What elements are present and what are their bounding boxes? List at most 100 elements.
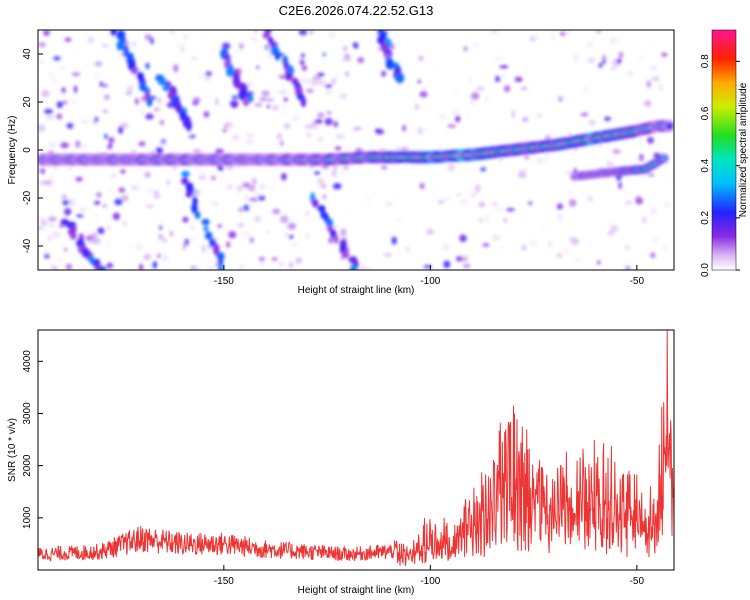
- heatmap-noise-blob: [166, 179, 170, 187]
- heatmap-noise-blob: [270, 73, 275, 80]
- heatmap-noise-blob: [369, 168, 376, 172]
- colorbar-tick-label: 0.8: [700, 54, 711, 68]
- heatmap-noise-blob: [58, 224, 65, 228]
- heatmap-noise-blob: [94, 117, 99, 122]
- heatmap-noise-blob: [96, 192, 102, 198]
- heatmap-noise-blob: [394, 217, 404, 222]
- heatmap-noise-blob: [231, 134, 240, 141]
- heatmap-noise-blob: [421, 86, 427, 90]
- heatmap-noise-blob: [144, 34, 153, 41]
- heatmap-noise-blob: [50, 266, 58, 270]
- heatmap-noise-blob: [184, 238, 190, 246]
- heatmap-noise-blob: [42, 249, 52, 256]
- heatmap-noise-blob: [106, 224, 111, 232]
- heatmap-noise-blob: [114, 198, 123, 206]
- heatmap-noise-blob: [475, 86, 485, 91]
- heatmap-noise-blob: [321, 165, 329, 170]
- heatmap-noise-blob: [557, 213, 563, 222]
- heatmap-noise-blob: [324, 117, 333, 126]
- heatmap-noise-blob: [67, 198, 76, 207]
- heatmap-noise-blob: [159, 224, 163, 230]
- heatmap-noise-blob: [155, 146, 164, 154]
- heatmap-noise-blob: [181, 72, 185, 81]
- heatmap-noise-blob: [478, 217, 485, 224]
- heatmap-noise-blob: [574, 54, 579, 62]
- heatmap-noise-blob: [94, 200, 101, 205]
- heatmap-noise-blob: [544, 62, 552, 67]
- heatmap-noise-blob: [91, 232, 97, 240]
- heatmap-noise-blob: [246, 134, 255, 137]
- heatmap-noise-blob: [285, 232, 288, 237]
- heatmap-streak-blob: [385, 59, 395, 70]
- heatmap-noise-blob: [391, 43, 395, 51]
- heatmap-noise-blob: [198, 175, 207, 181]
- heatmap-noise-blob: [53, 150, 57, 155]
- heatmap-streak-blob: [131, 67, 138, 75]
- heatmap-streak-blob: [201, 218, 210, 226]
- heatmap-noise-blob: [143, 253, 152, 261]
- heatmap-noise-blob: [209, 266, 213, 270]
- heatmap-noise-blob: [651, 235, 659, 244]
- heatmap-noise-blob: [518, 168, 528, 172]
- heatmap-noise-blob: [106, 187, 114, 195]
- heatmap-noise-blob: [331, 78, 337, 85]
- heatmap-noise-blob: [506, 208, 515, 212]
- heatmap-streak-blob: [175, 104, 183, 114]
- heatmap-noise-blob: [276, 132, 282, 140]
- heatmap-noise-blob: [150, 37, 154, 45]
- colorbar-label: Normalized spectral amplitude: [738, 82, 749, 217]
- heatmap-noise-blob: [102, 84, 109, 88]
- heatmap-noise-blob: [259, 262, 265, 267]
- heatmap-noise-blob: [159, 142, 167, 147]
- heatmap-streak-blob: [70, 231, 77, 240]
- heatmap-noise-blob: [521, 244, 527, 251]
- heatmap-noise-blob: [249, 237, 254, 243]
- heatmap-noise-blob: [257, 131, 264, 139]
- heatmap-noise-blob: [607, 231, 614, 236]
- heatmap-noise-blob: [215, 97, 219, 106]
- heatmap-noise-blob: [327, 31, 336, 39]
- heatmap-noise-blob: [647, 173, 655, 177]
- heatmap-noise-blob: [559, 31, 566, 37]
- heatmap-noise-blob: [162, 238, 167, 243]
- heatmap-noise-blob: [211, 175, 216, 181]
- snr-y-tick-label: 1000: [22, 506, 33, 529]
- heatmap-noise-blob: [252, 191, 262, 198]
- heatmap-noise-blob: [278, 262, 285, 267]
- heatmap-noise-blob: [60, 142, 69, 149]
- heatmap-noise-blob: [353, 127, 362, 131]
- heatmap-noise-blob: [55, 257, 64, 264]
- heatmap-noise-blob: [43, 30, 50, 36]
- heatmap-noise-blob: [322, 194, 327, 200]
- heatmap-noise-blob: [671, 172, 674, 179]
- heatmap-noise-blob: [93, 212, 99, 219]
- heatmap-streak-blob: [238, 89, 247, 101]
- heatmap-noise-blob: [79, 206, 86, 213]
- heatmap-noise-blob: [283, 123, 291, 129]
- heatmap-noise-blob: [261, 90, 270, 97]
- heatmap-noise-blob: [325, 90, 333, 95]
- heatmap-noise-blob: [227, 123, 233, 132]
- heatmap-noise-blob: [529, 239, 538, 246]
- heatmap-noise-blob: [205, 71, 213, 77]
- heatmap-noise-blob: [192, 148, 202, 154]
- heatmap-noise-blob: [250, 35, 259, 42]
- heatmap-noise-blob: [213, 170, 220, 175]
- heatmap-noise-blob: [280, 140, 284, 147]
- heatmap-noise-blob: [460, 199, 469, 205]
- heatmap-noise-blob: [644, 37, 654, 45]
- heatmap-noise-blob: [272, 104, 279, 111]
- heatmap-noise-blob: [618, 51, 624, 59]
- snr-panel: -150 -100 -50 1000 2000 3000 4000 Height of s…: [7, 329, 675, 596]
- heatmap-noise-blob: [568, 199, 577, 207]
- heatmap-noise-blob: [318, 59, 327, 67]
- heatmap-noise-blob: [500, 246, 504, 250]
- heatmap-noise-blob: [159, 264, 169, 269]
- heatmap-noise-blob: [418, 55, 424, 62]
- heatmap-noise-blob: [38, 42, 46, 48]
- heatmap-noise-blob: [310, 78, 319, 86]
- heatmap-noise-blob: [334, 146, 342, 151]
- heatmap-noise-blob: [131, 40, 137, 48]
- heatmap-noise-blob: [644, 100, 652, 107]
- heatmap-noise-blob: [288, 261, 294, 269]
